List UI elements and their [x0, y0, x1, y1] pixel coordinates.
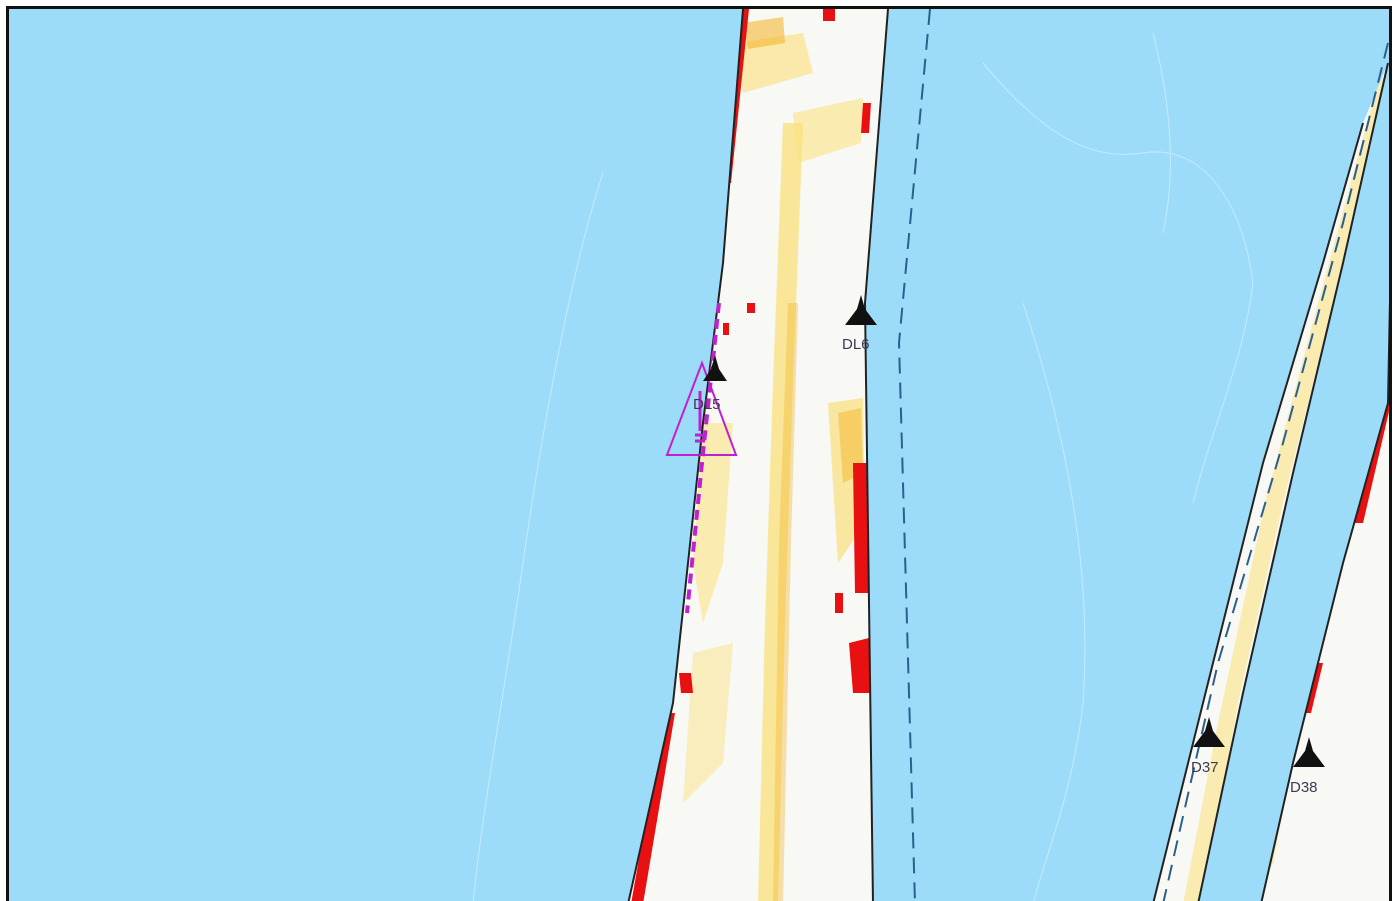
beacon-icon: [845, 295, 877, 325]
marker-label-dl6: DL6: [842, 336, 870, 353]
selected-feature[interactable]: [665, 302, 738, 614]
depth-contours: [472, 32, 1254, 901]
shoreline-east-strip: [1260, 300, 1389, 901]
warning-triangle-glyph: [695, 391, 705, 443]
marker-label-d37: D37: [1191, 759, 1219, 776]
channel-line: [897, 9, 931, 901]
land-strip-main: [627, 9, 889, 901]
map-frame: DL5 DL6 D37 D38: [6, 6, 1392, 901]
hotspot-band-central: [683, 17, 865, 901]
shoreline-west-main: [627, 9, 744, 901]
shoreline-east-main: [863, 9, 889, 901]
beacon-icon: [1293, 737, 1325, 767]
marker-label-d38: D38: [1290, 779, 1318, 796]
marker-dl6[interactable]: DL6: [842, 295, 877, 353]
marker-d38[interactable]: D38: [1290, 737, 1325, 796]
map-canvas[interactable]: DL5 DL6 D37 D38: [9, 9, 1392, 901]
selection-line: [685, 302, 721, 614]
marker-label-dl5: DL5: [693, 396, 721, 413]
warning-triangle-icon[interactable]: [665, 360, 738, 456]
beacon-icon: [703, 355, 727, 381]
marker-d37[interactable]: D37: [1191, 717, 1225, 776]
marker-dl5[interactable]: DL5: [693, 355, 727, 413]
shoreline-mid-east-west: [1152, 122, 1364, 901]
shoreline-mid-east-east: [1197, 62, 1389, 901]
beacon-icon: [1193, 717, 1225, 747]
